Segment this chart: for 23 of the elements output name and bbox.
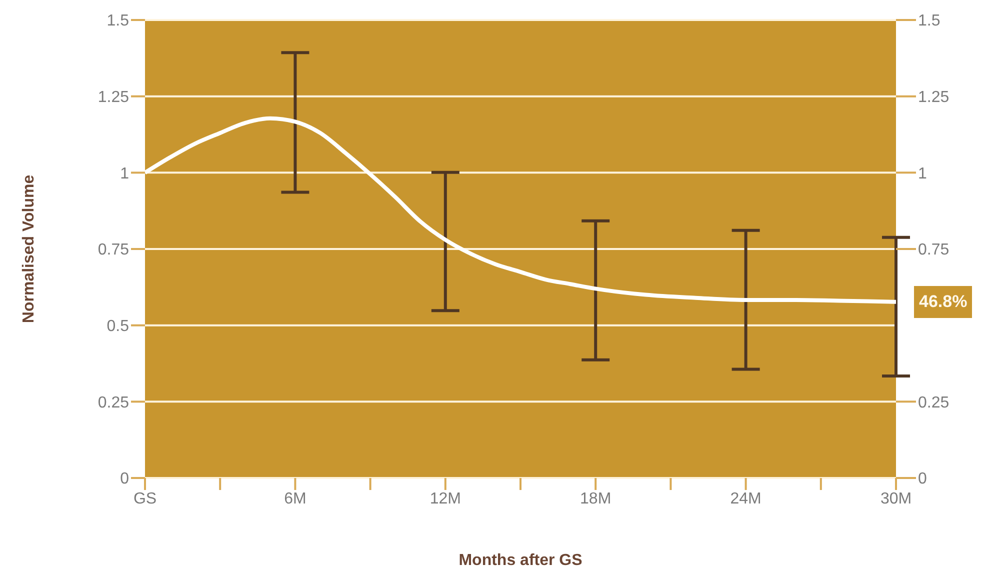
y-tick-label: 0.5 [106, 318, 130, 336]
x-tick-label: 6M [284, 490, 306, 508]
y-tick-label: 1 [120, 165, 130, 182]
y-tick-label: 1.5 [106, 12, 130, 30]
x-tick-label: 24M [730, 490, 762, 508]
y2-tick-label: 0.25 [918, 394, 950, 412]
x-tick-label: 30M [880, 490, 912, 508]
y-axis-title: Normalised Volume [20, 174, 38, 324]
y2-tick-label: 0.75 [918, 242, 950, 259]
y2-tick-label: 1.5 [918, 12, 940, 30]
y2-tick-label: 0 [918, 470, 927, 488]
y2-tick-label: 1.25 [918, 89, 950, 106]
y-tick-label: 0.25 [98, 394, 130, 412]
y-tick-label: 1.25 [98, 89, 130, 106]
x-tick-label: 12M [430, 490, 461, 508]
y-tick-label: 0.75 [98, 242, 130, 259]
y-tick-label: 0 [120, 470, 130, 488]
x-tick-label: GS [133, 490, 157, 508]
y2-tick-label: 1 [918, 165, 927, 182]
line-series [145, 116, 896, 304]
annotation: 46.8% [914, 286, 972, 318]
x-axis-title: Months after GS [458, 552, 583, 569]
x-tick-label: 18M [580, 490, 612, 508]
